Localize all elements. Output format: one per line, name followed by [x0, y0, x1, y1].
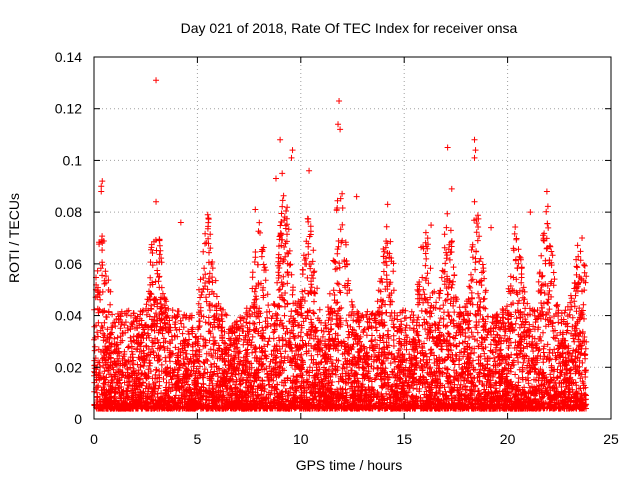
x-tick-label: 25 — [603, 431, 619, 447]
data-point — [527, 209, 534, 216]
data-point — [336, 97, 343, 104]
grid-layer — [94, 57, 611, 419]
x-tick-label: 5 — [194, 431, 202, 447]
data-point — [288, 154, 295, 161]
data-point — [353, 193, 360, 200]
data-point — [252, 206, 259, 213]
x-tick-label: 15 — [396, 431, 412, 447]
point-cloud — [91, 190, 590, 412]
y-tick-label: 0.1 — [63, 152, 83, 168]
data-point — [279, 170, 286, 177]
data-point — [448, 185, 455, 192]
data-point — [471, 198, 478, 205]
axis-ticks: 0 5 10 15 20 25 0 0.02 0.04 0.06 0.08 0.1 0.12 0.14 — [55, 49, 619, 447]
data-point — [579, 235, 586, 241]
data-point — [306, 167, 313, 174]
data-point — [177, 219, 184, 226]
data-point — [472, 147, 479, 154]
x-axis-label: GPS time / hours — [296, 457, 403, 473]
data-point — [99, 178, 106, 185]
x-tick-label: 20 — [500, 431, 516, 447]
data-point — [335, 121, 342, 128]
data-point — [543, 188, 550, 195]
data-point — [153, 198, 160, 205]
data-point — [153, 77, 160, 84]
plot-frame — [93, 56, 612, 420]
data-point — [488, 224, 495, 231]
y-tick-label: 0 — [74, 411, 82, 427]
y-tick-label: 0.06 — [55, 256, 82, 272]
x-tick-label: 0 — [90, 431, 98, 447]
data-points — [91, 77, 590, 412]
y-tick-label: 0.12 — [55, 101, 82, 117]
data-point — [444, 144, 451, 151]
x-tick-label: 10 — [293, 431, 309, 447]
data-point — [428, 222, 435, 229]
data-point — [471, 136, 478, 143]
y-tick-label: 0.14 — [55, 49, 82, 65]
data-point — [98, 183, 105, 190]
data-point — [98, 188, 105, 195]
y-tick-label: 0.04 — [55, 308, 82, 324]
y-tick-label: 0.02 — [55, 359, 82, 375]
data-point — [384, 201, 391, 208]
y-tick-label: 0.08 — [55, 204, 82, 220]
data-point — [277, 136, 284, 143]
data-point — [471, 154, 478, 161]
data-point — [204, 211, 211, 218]
chart-title: Day 021 of 2018, Rate Of TEC Index for r… — [181, 20, 518, 36]
data-point — [289, 147, 296, 154]
data-point — [337, 126, 344, 133]
data-point — [272, 175, 279, 182]
y-axis-label: ROTI / TECUs — [6, 193, 22, 283]
